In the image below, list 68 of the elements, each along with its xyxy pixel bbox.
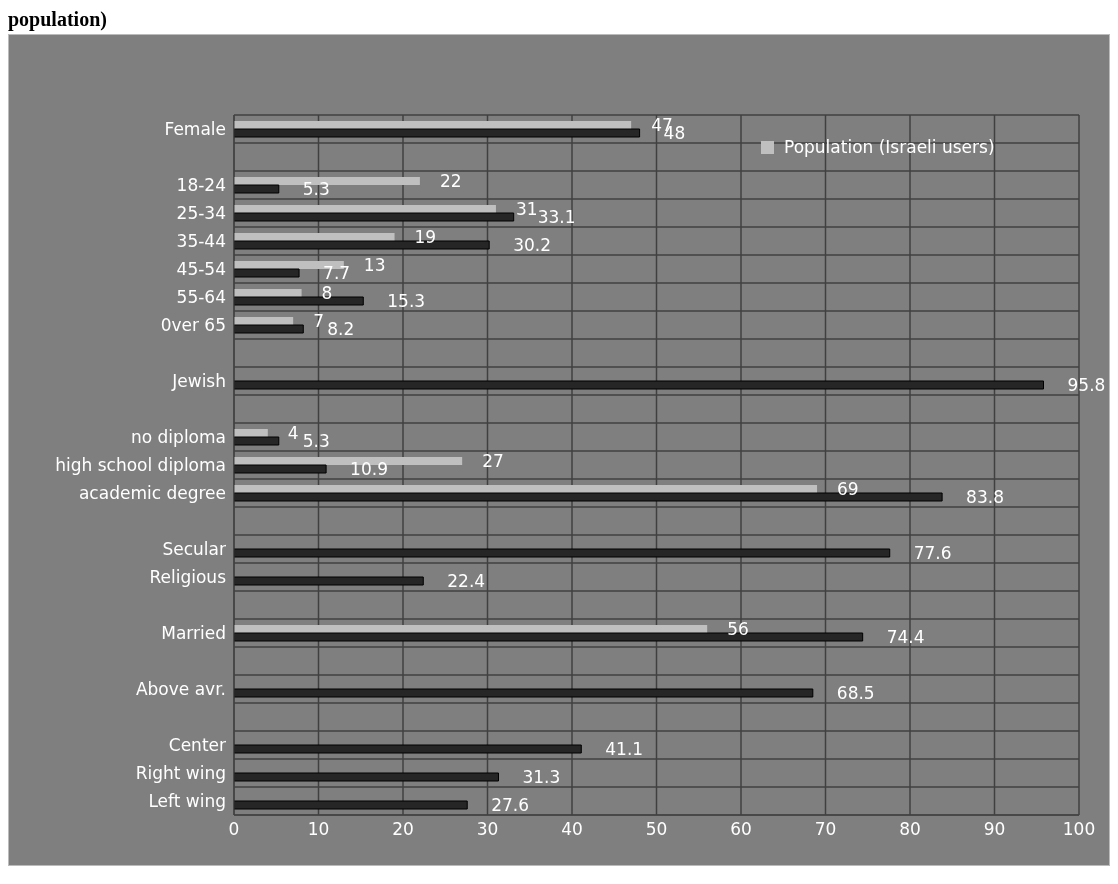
legend-label: Population (Israeli users) <box>784 136 995 159</box>
y-tick-label: 35-44 <box>176 231 226 252</box>
x-tick-label: 90 <box>983 819 1006 840</box>
data-label: 7 <box>313 311 324 332</box>
data-label: 5.3 <box>302 431 330 452</box>
data-label: 10.9 <box>350 459 388 480</box>
data-label: 33.1 <box>537 207 576 228</box>
data-label: 68.5 <box>836 683 875 704</box>
bar <box>234 548 891 558</box>
bar <box>234 324 304 334</box>
x-tick-label: 20 <box>392 819 414 840</box>
data-label: 30.2 <box>513 235 552 256</box>
y-tick-label: Center <box>168 735 227 756</box>
y-tick-label: academic degree <box>78 483 226 504</box>
data-label: 77.6 <box>913 543 952 564</box>
data-label: 22.4 <box>447 571 486 592</box>
data-label: 95.8 <box>1067 375 1106 396</box>
data-label: 31 <box>515 199 538 220</box>
y-tick-label: 18-24 <box>176 175 226 196</box>
text: population) <box>8 8 108 33</box>
y-tick-label: high school diploma <box>55 455 226 476</box>
x-tick-label: 60 <box>730 819 752 840</box>
bar <box>234 128 641 138</box>
x-tick-label: 50 <box>645 819 668 840</box>
y-tick-label: no diploma <box>131 427 226 448</box>
data-label: 15.3 <box>387 291 426 312</box>
y-tick-label: 55-64 <box>176 287 226 308</box>
data-label: 27 <box>482 451 504 472</box>
y-tick-label: 0ver 65 <box>160 315 226 336</box>
data-label: 83.8 <box>966 487 1004 508</box>
bar <box>234 576 424 586</box>
bar <box>234 380 1045 390</box>
data-label: 27.6 <box>491 795 530 816</box>
bar <box>234 800 468 810</box>
data-label: 8.2 <box>327 319 355 340</box>
y-tick-label: Jewish <box>171 371 226 392</box>
x-tick-label: 40 <box>561 819 583 840</box>
bar <box>234 212 515 222</box>
y-tick-label: Secular <box>162 539 226 560</box>
bar <box>234 688 814 698</box>
y-tick-label: Above avr. <box>135 679 226 700</box>
y-tick-label: Married <box>161 623 226 644</box>
data-label: 22 <box>439 171 462 192</box>
x-tick-label: 30 <box>476 819 499 840</box>
x-tick-label: 70 <box>814 819 837 840</box>
y-tick-label: Right wing <box>135 763 226 784</box>
data-label: 74.4 <box>886 627 925 648</box>
data-label: 7.7 <box>323 263 351 284</box>
bar <box>234 436 280 446</box>
bar <box>234 464 327 474</box>
data-label: 4 <box>287 423 299 444</box>
bar <box>234 268 300 278</box>
y-tick-label: 45-54 <box>176 259 226 280</box>
data-label: 31.3 <box>522 767 561 788</box>
y-tick-label: 25-34 <box>176 203 226 224</box>
data-label: 5.3 <box>302 179 330 200</box>
x-tick-label: 80 <box>899 819 921 840</box>
y-tick-label: Female <box>164 119 226 140</box>
data-label: 13 <box>363 255 386 276</box>
bar <box>234 744 582 754</box>
x-tick-label: 0 <box>228 819 240 840</box>
bar <box>234 184 280 194</box>
x-tick-label: 10 <box>307 819 330 840</box>
data-label: 41.1 <box>605 739 644 760</box>
y-tick-label: Left wing <box>148 791 226 812</box>
y-tick-label: Religious <box>149 567 227 588</box>
bar <box>234 772 499 782</box>
x-tick-label: 100 <box>1062 819 1096 840</box>
